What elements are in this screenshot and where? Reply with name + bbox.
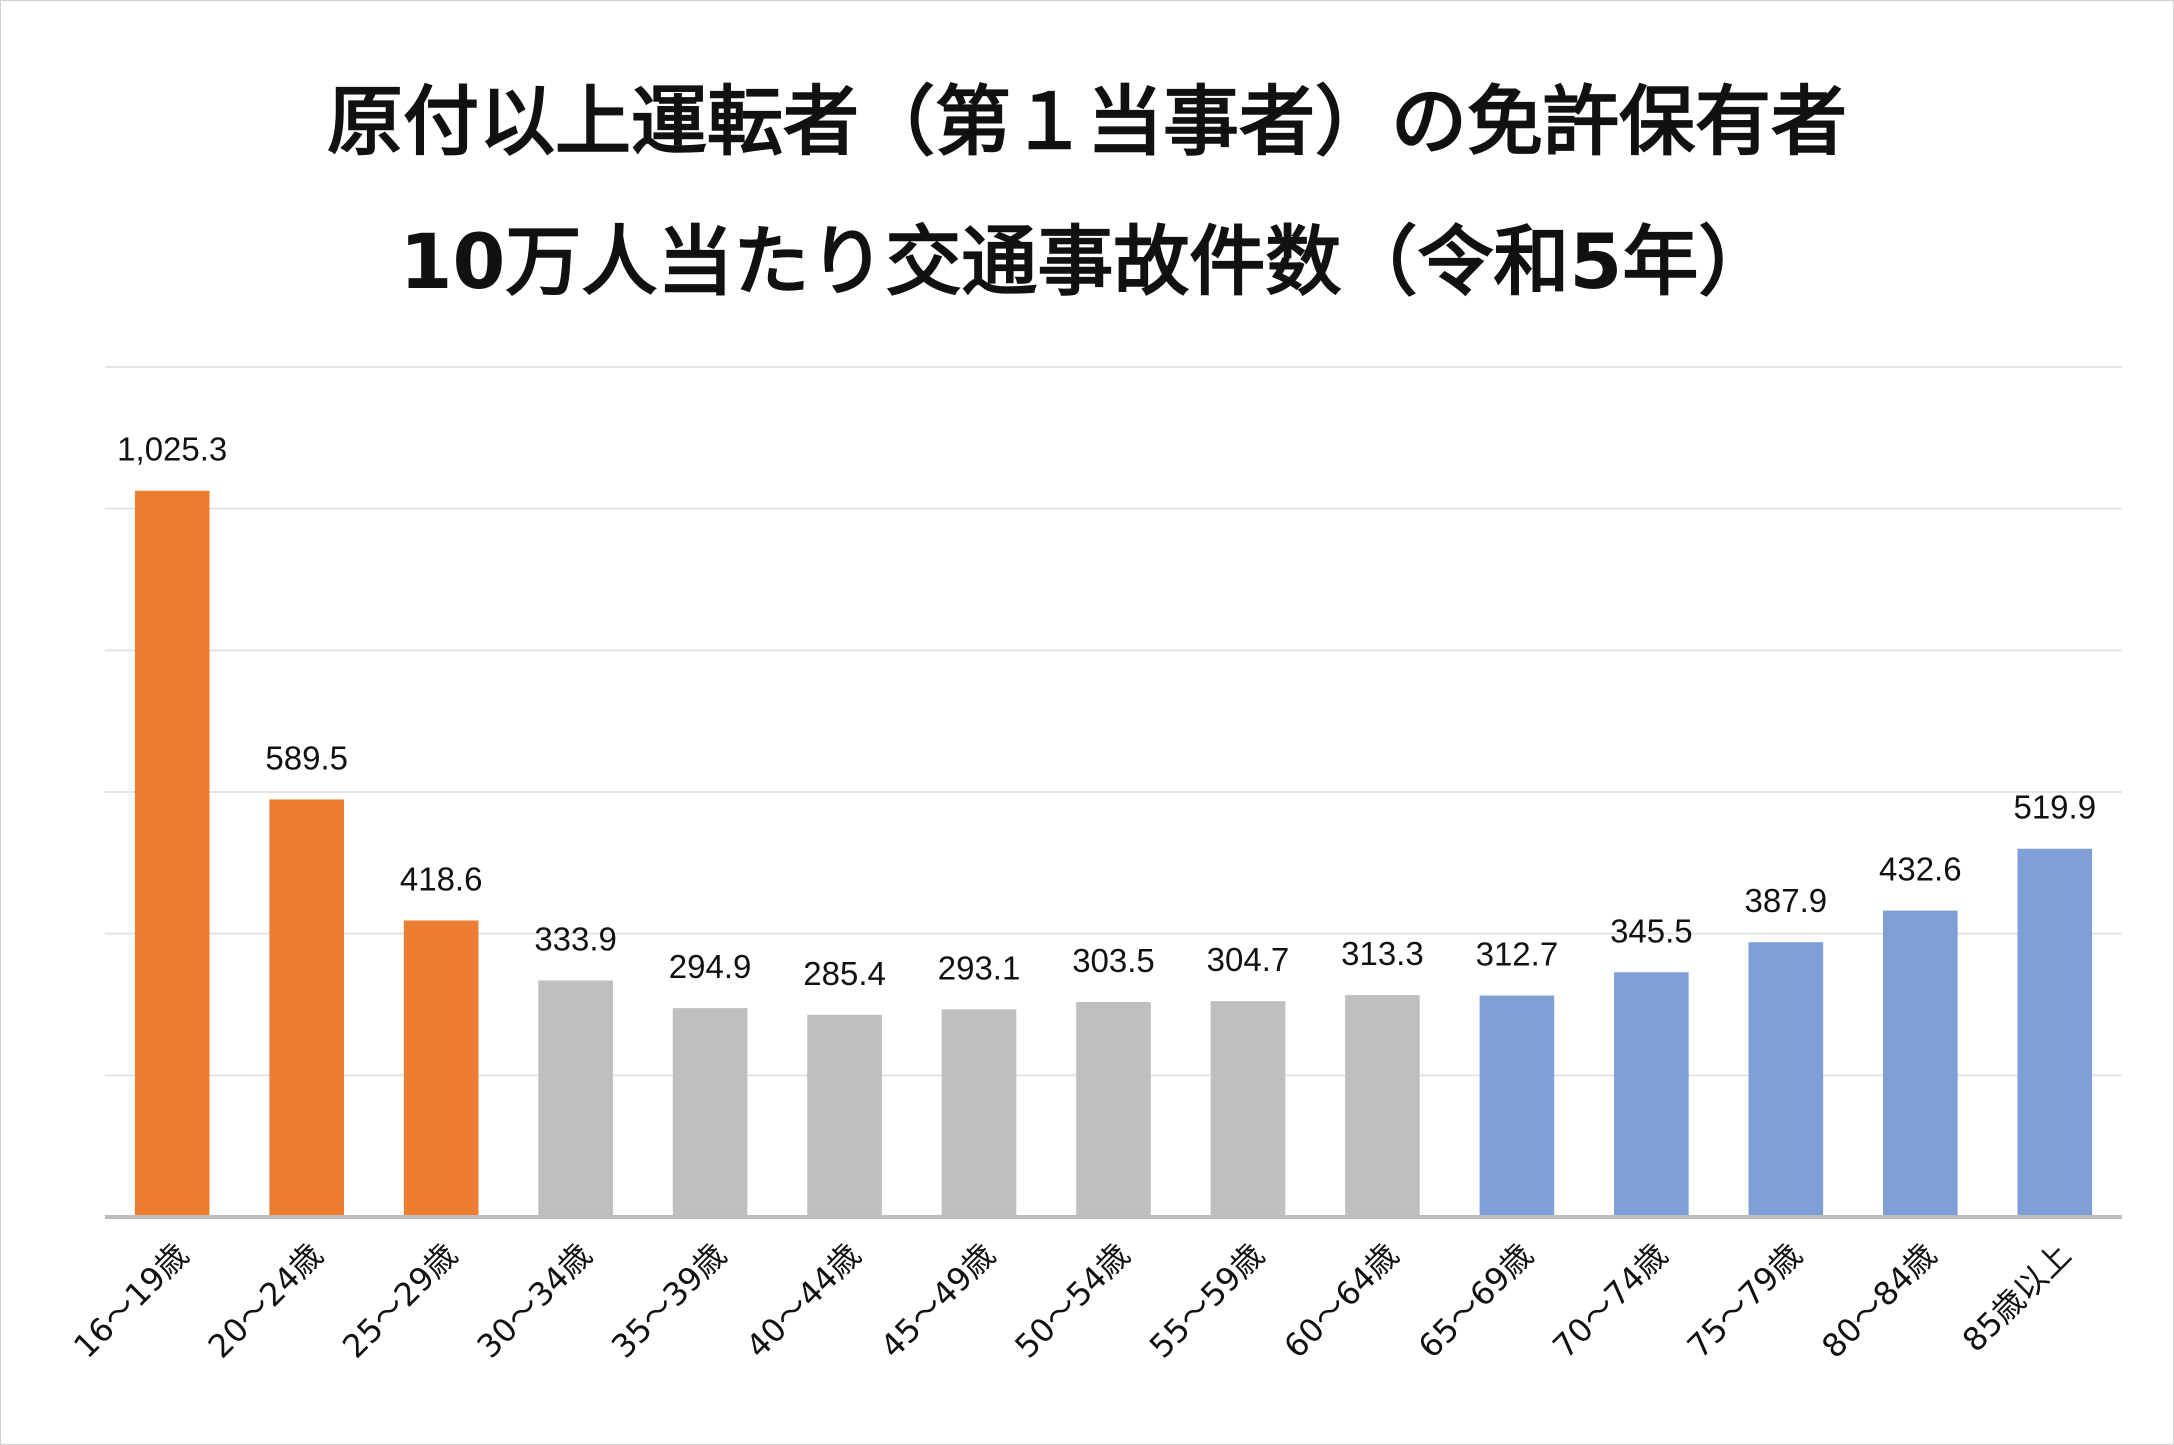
x-tick-label: 75～79歳 [1680, 1236, 1810, 1366]
x-tick-label: 25～29歳 [335, 1236, 465, 1366]
bar [1748, 942, 1824, 1217]
data-label: 333.9 [534, 920, 617, 957]
x-tick-label: 50～54歳 [1007, 1236, 1137, 1366]
data-label: 387.9 [1745, 882, 1828, 919]
x-tick-label: 20～24歳 [201, 1236, 331, 1366]
x-tick-label: 16～19歳 [66, 1236, 196, 1366]
data-label: 589.5 [265, 739, 348, 776]
x-tick-labels: 16～19歳 20～24歳 25～29歳 30～34歳 35～39歳 40～44歳 45～4… [66, 1236, 2078, 1366]
data-label: 345.5 [1610, 912, 1693, 949]
bar [538, 980, 613, 1217]
data-label: 519.9 [2013, 789, 2096, 826]
x-tick-label: 70～74歳 [1545, 1236, 1675, 1366]
x-tick-label: 35～39歳 [604, 1236, 734, 1366]
chart-title-line2: 10万人当たり交通事故件数（令和5年） [399, 217, 1775, 306]
data-label: 1,025.3 [117, 431, 227, 468]
bar [941, 1009, 1017, 1217]
bar [1076, 1002, 1151, 1217]
data-label: 304.7 [1207, 941, 1290, 978]
data-label: 418.6 [400, 860, 483, 897]
bar [403, 920, 479, 1217]
bar [1210, 1001, 1286, 1217]
chart-title-line1: 原付以上運転者（第１当事者）の免許保有者 [327, 77, 1847, 166]
bar [1345, 995, 1420, 1217]
x-tick-label: 45～49歳 [873, 1236, 1003, 1366]
x-tick-label: 85歳以上 [1955, 1236, 2079, 1360]
data-label: 313.3 [1341, 935, 1424, 972]
bar [2017, 848, 2093, 1217]
bar [1614, 972, 1689, 1217]
bar [672, 1008, 748, 1217]
data-label: 293.1 [938, 949, 1021, 986]
bar [1882, 910, 1958, 1217]
x-tick-label: 60～64歳 [1276, 1236, 1406, 1366]
value-labels: 1,025.3 589.5 418.6 333.9 294.9 285.4 293.1 303… [117, 431, 2096, 992]
data-label: 312.7 [1476, 936, 1559, 973]
x-tick-label: 40～44歳 [739, 1236, 869, 1366]
data-label: 294.9 [669, 948, 752, 985]
data-label: 303.5 [1072, 942, 1155, 979]
x-tick-label: 30～34歳 [470, 1236, 600, 1366]
bar [807, 1014, 882, 1217]
x-tick-label: 55～59歳 [1142, 1236, 1272, 1366]
bar [1479, 995, 1555, 1217]
x-tick-label: 65～69歳 [1411, 1236, 1541, 1366]
data-label: 432.6 [1879, 851, 1962, 888]
bars [134, 490, 2093, 1217]
bar [269, 799, 345, 1217]
bar [134, 490, 210, 1217]
x-tick-label: 80～84歳 [1814, 1236, 1944, 1366]
data-label: 285.4 [803, 955, 886, 992]
